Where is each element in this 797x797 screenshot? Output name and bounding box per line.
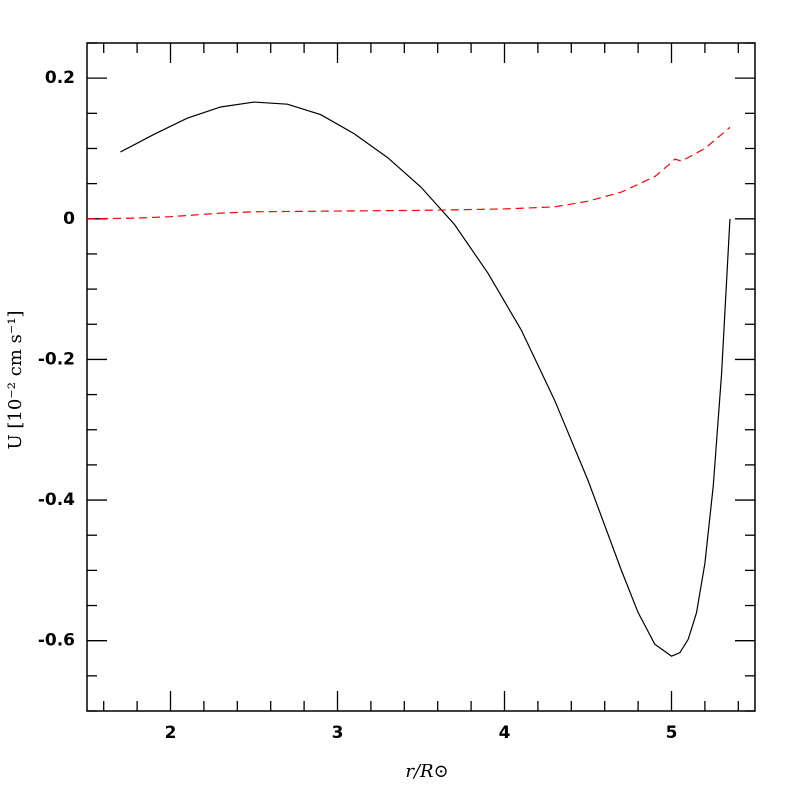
data-line [86, 126, 731, 220]
y-axis-label: U [10⁻² cm s⁻¹] [5, 310, 26, 449]
x-tick-label: 2 [165, 723, 177, 743]
x-tick-label: 3 [332, 723, 344, 743]
y-tick-label: 0.2 [45, 68, 75, 88]
x-tick-label: 5 [666, 723, 678, 743]
y-tick-label: -0.6 [38, 631, 75, 651]
y-tick-label: -0.4 [38, 490, 75, 510]
x-tick-label: 4 [499, 723, 511, 743]
y-tick-label: 0 [63, 209, 75, 229]
y-tick-label: -0.2 [38, 349, 75, 369]
plot-frame [86, 42, 756, 712]
data-line [120, 101, 731, 657]
x-axis-label: r/R⊙ [405, 761, 448, 782]
